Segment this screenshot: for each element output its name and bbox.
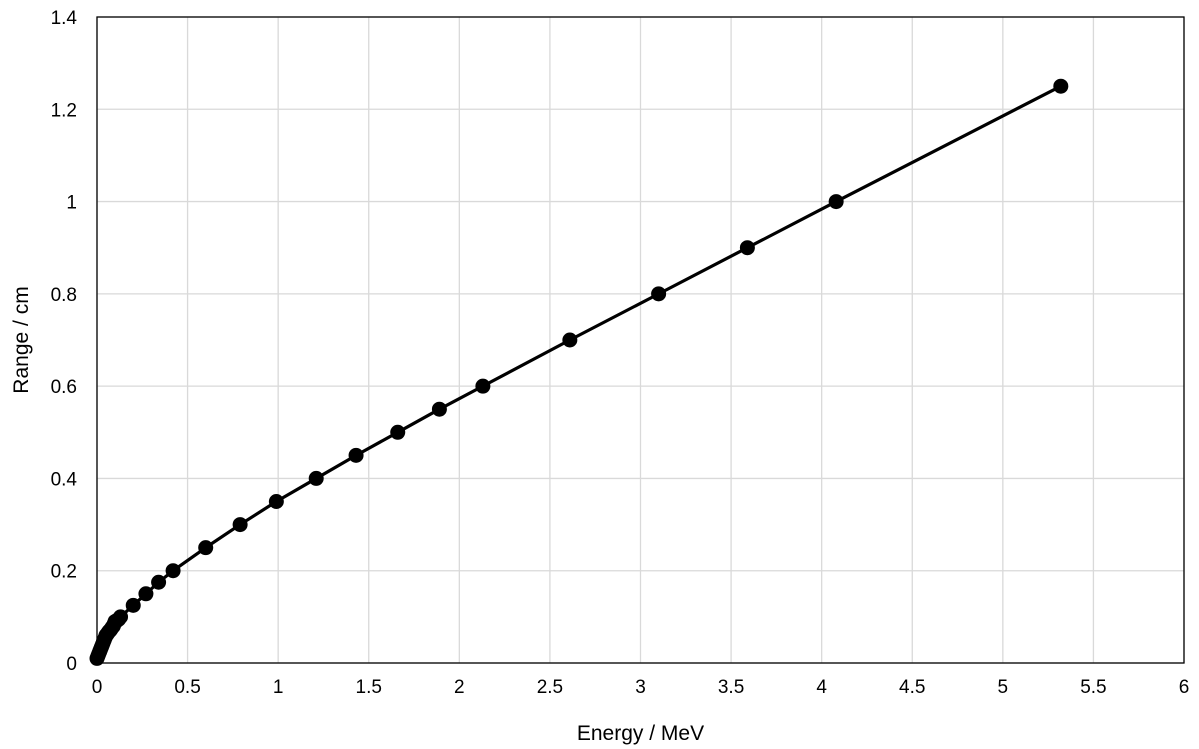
series-line	[95, 84, 1062, 659]
y-tick-label: 0.8	[51, 285, 77, 306]
x-tick-label: 6	[1179, 677, 1190, 698]
x-tick-label: 5	[998, 677, 1009, 698]
data-point	[165, 563, 181, 579]
data-point	[308, 470, 324, 486]
grid	[96, 16, 1185, 664]
data-point	[151, 574, 167, 590]
x-tick-label: 5.5	[1080, 677, 1106, 698]
y-tick-label: 0	[66, 654, 77, 675]
x-axis-title: Energy / MeV	[577, 722, 704, 745]
plot-area-frame	[96, 16, 1185, 664]
x-tick-label: 0.5	[174, 677, 200, 698]
data-point	[268, 494, 284, 509]
y-tick-label: 0.4	[51, 469, 78, 490]
data-point	[390, 424, 406, 440]
data-point	[431, 401, 447, 417]
data-point	[232, 517, 248, 533]
y-axis-title: Range / cm	[10, 286, 33, 393]
x-tick-label: 1.5	[356, 677, 382, 698]
data-point	[348, 447, 364, 463]
data-point	[475, 378, 491, 394]
x-tick-label: 2	[454, 677, 465, 698]
x-tick-label: 3.5	[718, 677, 744, 698]
y-tick-label: 1	[66, 193, 77, 214]
x-axis-tick-labels: 0 0.5 1 1.5 2 2.5 3 3.5 4 4.5 5 5.5 6	[92, 677, 1190, 698]
data-point	[125, 597, 141, 613]
data-point	[113, 609, 129, 625]
y-tick-label: 1.2	[51, 100, 77, 121]
x-tick-label: 3	[635, 677, 646, 698]
x-tick-label: 0	[92, 677, 103, 698]
data-points	[89, 78, 1069, 666]
y-tick-label: 0.6	[51, 377, 77, 398]
data-point	[198, 540, 214, 556]
data-point	[739, 240, 755, 256]
x-tick-label: 4.5	[899, 677, 925, 698]
x-tick-label: 2.5	[537, 677, 563, 698]
y-tick-label: 1.4	[51, 8, 78, 29]
y-tick-label: 0.2	[51, 562, 77, 583]
data-point	[138, 586, 154, 602]
data-point	[562, 332, 578, 348]
x-tick-label: 4	[816, 677, 827, 698]
y-axis-tick-labels: 0 0.2 0.4 0.6 0.8 1 1.2 1.4	[51, 8, 78, 675]
data-point	[828, 194, 844, 210]
data-point	[651, 286, 667, 302]
x-tick-label: 1	[273, 677, 284, 698]
data-point	[1053, 78, 1069, 94]
